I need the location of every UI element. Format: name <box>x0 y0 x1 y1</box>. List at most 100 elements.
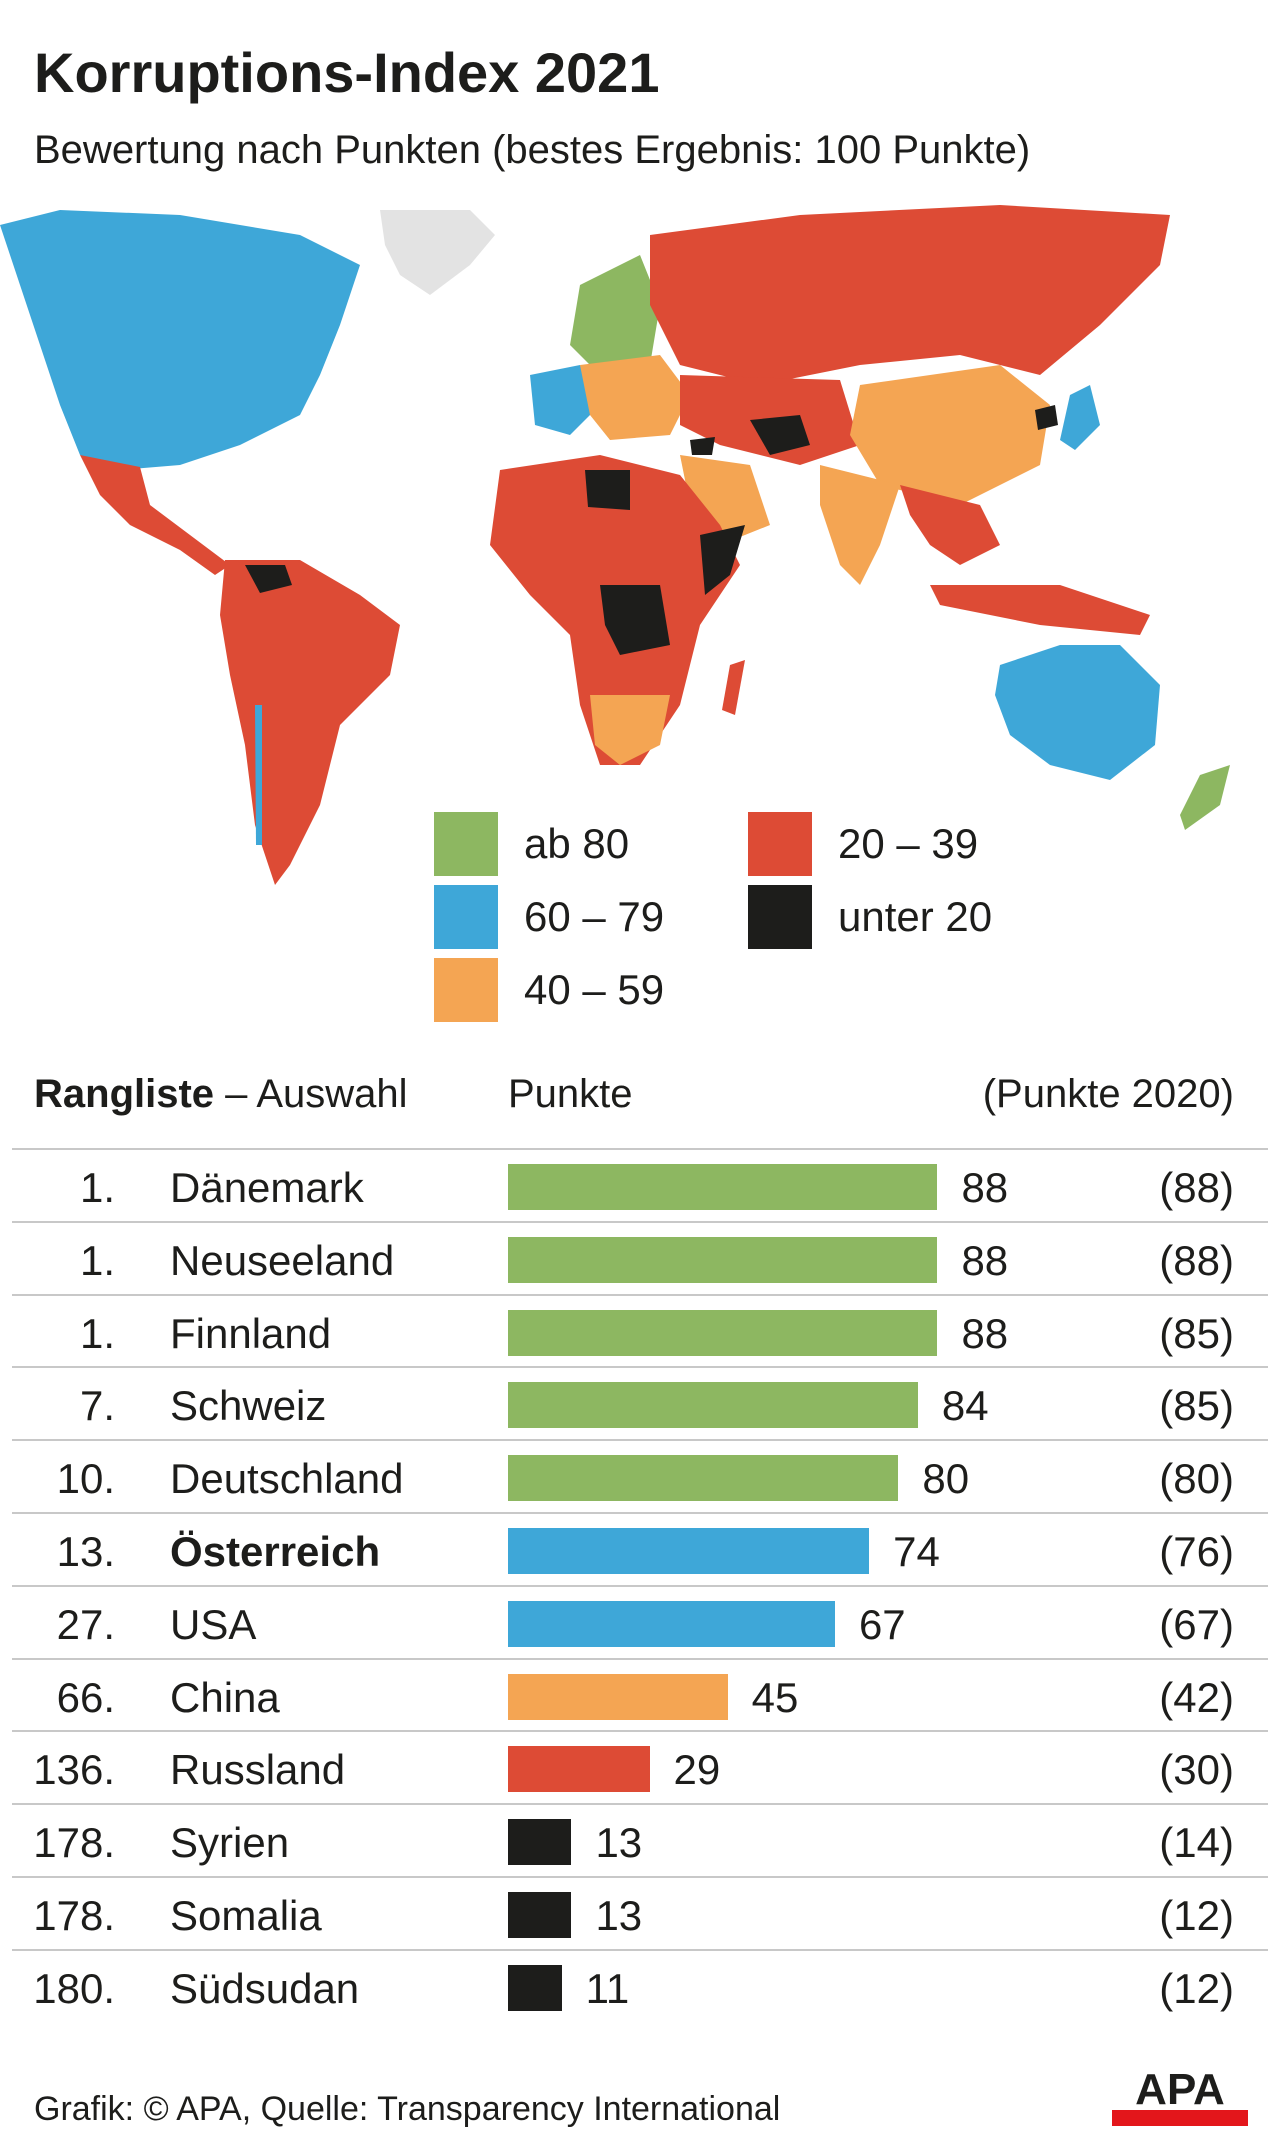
legend-label: 60 – 79 <box>524 893 665 940</box>
map-syria <box>690 437 715 455</box>
map-russia <box>650 205 1170 385</box>
table-divider <box>12 1293 1268 1296</box>
map-japan <box>1060 385 1100 450</box>
table-header-prev: (Punkte 2020) <box>982 1072 1234 1116</box>
legend-item: ab 80 <box>434 812 629 876</box>
country-label: Deutschland <box>170 1455 404 1503</box>
legend-label: 40 – 59 <box>524 966 665 1013</box>
rank-label: 178. <box>33 1892 115 1939</box>
legend-item: unter 20 <box>748 885 992 949</box>
score-value-label: 88 <box>961 1309 1009 1357</box>
rank-label: 136. <box>33 1746 115 1794</box>
table-divider <box>12 1439 1268 1442</box>
table-row: 180. Südsudan 11 (12) <box>12 1951 1268 2023</box>
table-divider <box>12 1875 1268 1878</box>
map-china <box>850 365 1050 505</box>
map-venezuela <box>245 565 292 593</box>
legend-swatch <box>748 885 812 949</box>
map-madagascar <box>722 660 745 715</box>
country-label: Dänemark <box>170 1164 364 1211</box>
table-divider <box>12 1366 1268 1369</box>
country-label: Russland <box>170 1746 346 1794</box>
country-label: USA <box>170 1600 257 1648</box>
score-2020-label: (80) <box>1159 1455 1234 1503</box>
rank-label: 178. <box>33 1819 115 1867</box>
chart-title: Korruptions-Index 2021 <box>34 41 660 104</box>
score-2020-label: (42) <box>1159 1673 1234 1721</box>
map-north-korea <box>1035 405 1058 430</box>
rank-label: 180. <box>33 1964 115 2012</box>
legend-item: 20 – 39 <box>748 812 978 876</box>
score-2020-label: (67) <box>1159 1600 1234 1648</box>
table-row: 178. Somalia 13 (12) <box>12 1878 1268 1951</box>
table-divider <box>12 1148 1268 1150</box>
table-row: 7. Schweiz 84 (85) <box>12 1368 1268 1442</box>
table-header-points: Punkte <box>508 1072 633 1116</box>
table-row: 1. Finnland 88 (85) <box>12 1296 1268 1369</box>
score-bar <box>508 1528 870 1574</box>
country-label: Syrien <box>170 1819 290 1867</box>
legend-swatch <box>434 885 498 949</box>
rank-label: 1. <box>79 1236 115 1284</box>
table-divider <box>12 1511 1268 1514</box>
rank-label: 10. <box>56 1455 115 1503</box>
map-india <box>820 465 900 585</box>
map-greenland <box>380 210 495 295</box>
map-scandinavia <box>570 255 660 375</box>
score-value-label: 13 <box>595 1892 643 1939</box>
score-bar <box>508 1455 899 1502</box>
score-2020-label: (88) <box>1159 1236 1234 1284</box>
world-map <box>0 205 1230 885</box>
legend-swatch <box>434 958 498 1022</box>
country-label: Somalia <box>170 1892 322 1939</box>
score-2020-label: (76) <box>1159 1528 1234 1575</box>
score-bar <box>508 1819 572 1866</box>
rank-label: 66. <box>56 1673 115 1721</box>
legend-label: unter 20 <box>838 893 993 940</box>
legend-item: 40 – 59 <box>434 958 664 1022</box>
map-west-europe <box>530 365 600 435</box>
rank-label: 13. <box>56 1528 115 1575</box>
table-row: 1. Neuseeland 88 (88) <box>12 1223 1268 1296</box>
table-divider <box>12 1584 1268 1587</box>
table-row: 27. USA 67 (67) <box>12 1587 1268 1660</box>
footer-credit: Grafik: © APA, Quelle: Transparency Inte… <box>34 2090 781 2128</box>
legend-item: 60 – 79 <box>434 885 664 949</box>
score-value-label: 29 <box>673 1746 721 1794</box>
table-divider <box>12 1803 1268 1806</box>
table-row: 178. Syrien 13 (14) <box>12 1805 1268 1878</box>
country-label: China <box>170 1673 280 1721</box>
score-bar <box>508 1600 835 1647</box>
rank-label: 1. <box>79 1164 115 1211</box>
map-afghanistan <box>750 415 810 455</box>
country-label: Finnland <box>170 1309 332 1357</box>
table-row: 1. Dänemark 88 (88) <box>12 1150 1268 1223</box>
score-value-label: 84 <box>941 1382 989 1430</box>
svg-text:APA: APA <box>1135 2065 1225 2114</box>
score-bar <box>508 1382 918 1429</box>
map-libya <box>585 470 630 510</box>
score-value-label: 88 <box>961 1164 1009 1211</box>
legend-swatch <box>434 812 498 876</box>
score-value-label: 13 <box>595 1819 643 1867</box>
map-new-zealand <box>1180 765 1230 830</box>
score-value-label: 45 <box>751 1673 799 1721</box>
table-row: 66. China 45 (42) <box>12 1660 1268 1733</box>
apa-logo: APA <box>1112 2065 1248 2126</box>
table-divider <box>12 1948 1268 1951</box>
map-mexico <box>80 455 230 575</box>
map-indonesia <box>930 585 1150 635</box>
score-value-label: 74 <box>893 1528 940 1575</box>
table-divider <box>12 1220 1268 1223</box>
table-row: 13. Österreich 74 (76) <box>12 1514 1268 1587</box>
map-chile <box>255 705 262 845</box>
score-bar <box>508 1892 572 1938</box>
map-south-africa <box>590 695 670 765</box>
score-2020-label: (12) <box>1159 1964 1234 2012</box>
rank-label: 7. <box>79 1382 115 1430</box>
score-value-label: 67 <box>858 1600 906 1648</box>
country-label: Südsudan <box>170 1964 360 2012</box>
score-value-label: 11 <box>585 1964 630 2012</box>
country-label: Neuseeland <box>170 1236 395 1284</box>
table-divider <box>12 1730 1268 1733</box>
